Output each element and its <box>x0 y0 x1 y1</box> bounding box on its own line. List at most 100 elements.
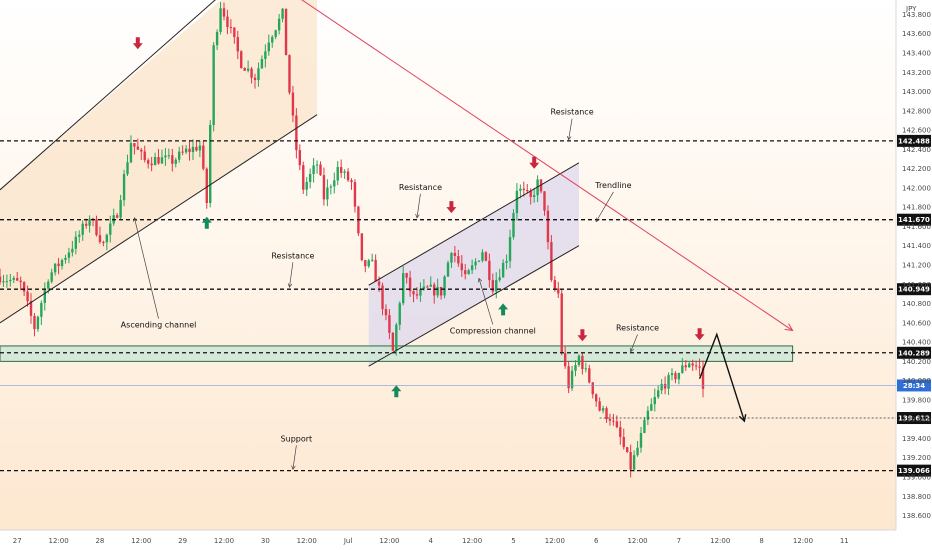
candle-36 <box>122 169 126 207</box>
candle-body <box>129 143 133 163</box>
candle-170 <box>584 362 588 373</box>
price-tick-label-13: 141.200 <box>902 262 931 270</box>
candle-191 <box>657 385 660 399</box>
candle-body <box>577 355 581 366</box>
candle-body <box>60 260 64 267</box>
candle-body <box>422 286 426 290</box>
price-level-tag-0 <box>897 134 931 147</box>
annotation-label-3: Compression channel <box>450 326 536 335</box>
candle-body <box>391 332 395 351</box>
candle-body <box>674 373 677 380</box>
price-tick-label-3: 143.200 <box>902 69 931 77</box>
candle-164 <box>563 346 567 369</box>
candle-body <box>605 408 608 420</box>
candle-body <box>632 455 636 470</box>
candle-body <box>553 280 557 289</box>
candle-158 <box>543 191 546 216</box>
candle-139 <box>477 260 481 263</box>
candle-body <box>33 315 36 330</box>
candle-body <box>264 51 267 60</box>
candle-94 <box>322 167 326 206</box>
candle-68 <box>233 27 236 44</box>
candle-body <box>684 365 687 368</box>
candle-body <box>636 447 639 456</box>
candle-body <box>181 151 184 153</box>
annotation-pointer-2 <box>416 193 421 218</box>
candle-body <box>522 188 526 190</box>
candle-141 <box>484 251 488 262</box>
candle-body <box>191 146 195 153</box>
time-tick-label-8: Jul <box>343 537 353 545</box>
candle-112 <box>384 304 388 321</box>
candle-181 <box>622 428 625 450</box>
candle-175 <box>601 405 605 414</box>
candle-body <box>22 282 26 292</box>
candle-47 <box>160 149 164 164</box>
candle-171 <box>588 364 591 384</box>
candle-146 <box>501 259 505 278</box>
candle-97 <box>333 172 336 194</box>
candle-73 <box>250 66 253 84</box>
candle-174 <box>598 397 601 412</box>
price-tick-label-15: 140.800 <box>902 300 931 308</box>
candle-body <box>336 167 339 181</box>
candle-203 <box>698 358 701 376</box>
candle-4 <box>12 275 15 284</box>
candle-189 <box>650 398 653 412</box>
time-tick-label-14: 6 <box>594 537 599 545</box>
candle-140 <box>481 249 484 263</box>
candle-52 <box>178 146 181 163</box>
candle-107 <box>367 258 370 269</box>
candle-body <box>519 188 522 191</box>
price-tick-label-1: 143.600 <box>902 30 931 38</box>
candle-17 <box>57 257 60 275</box>
candle-body <box>0 276 2 283</box>
candle-body <box>446 262 450 277</box>
candle-body <box>481 252 484 261</box>
trendline-arrowhead <box>784 323 794 332</box>
candle-body <box>543 191 546 211</box>
candle-body <box>388 315 391 333</box>
candle-37 <box>126 154 129 177</box>
candle-body <box>532 195 536 198</box>
candle-body <box>353 182 357 207</box>
candle-body <box>243 67 246 71</box>
candle-197 <box>677 372 681 385</box>
candle-195 <box>670 368 674 381</box>
price-axis[interactable]: 143.800 143.600 143.400 143.200 143.000 142.8… <box>902 11 931 520</box>
annotation-pointer-head-0 <box>133 217 138 222</box>
candle-143 <box>491 273 494 295</box>
price-level-tag-4 <box>897 464 931 477</box>
target-level-tag <box>897 412 931 425</box>
price-tick-label-23: 139.200 <box>902 454 931 462</box>
time-tick-label-2: 28 <box>95 537 104 545</box>
candle-body <box>198 145 202 151</box>
price-tick-label-17: 140.400 <box>902 339 931 347</box>
candle-body <box>419 289 422 296</box>
candle-body <box>229 27 233 29</box>
candle-196 <box>674 371 677 384</box>
candle-179 <box>615 415 619 429</box>
candle-34 <box>115 213 119 219</box>
candle-body <box>429 284 432 287</box>
candle-8 <box>26 285 29 307</box>
compression-channel-upper <box>368 162 580 286</box>
time-axis[interactable]: 27 12:00 28 12:00 29 12:00 30 12:00 Jul 12:00 4 12:… <box>13 537 849 545</box>
candle-body <box>109 223 112 235</box>
candle-body <box>505 261 508 263</box>
candle-182 <box>626 446 629 453</box>
time-tick-label-10: 4 <box>429 537 434 545</box>
candle-body <box>288 55 291 93</box>
candle-168 <box>577 354 581 367</box>
candle-body <box>584 368 588 370</box>
candle-body <box>546 210 550 243</box>
candle-body <box>164 155 167 158</box>
candle-88 <box>302 161 305 194</box>
candle-body <box>302 165 305 190</box>
candle-202 <box>694 360 698 371</box>
candle-body <box>215 31 219 46</box>
candle-76 <box>260 55 264 69</box>
annotation-pointer-7 <box>292 445 297 470</box>
price-tick-label-18: 140.200 <box>902 358 931 366</box>
